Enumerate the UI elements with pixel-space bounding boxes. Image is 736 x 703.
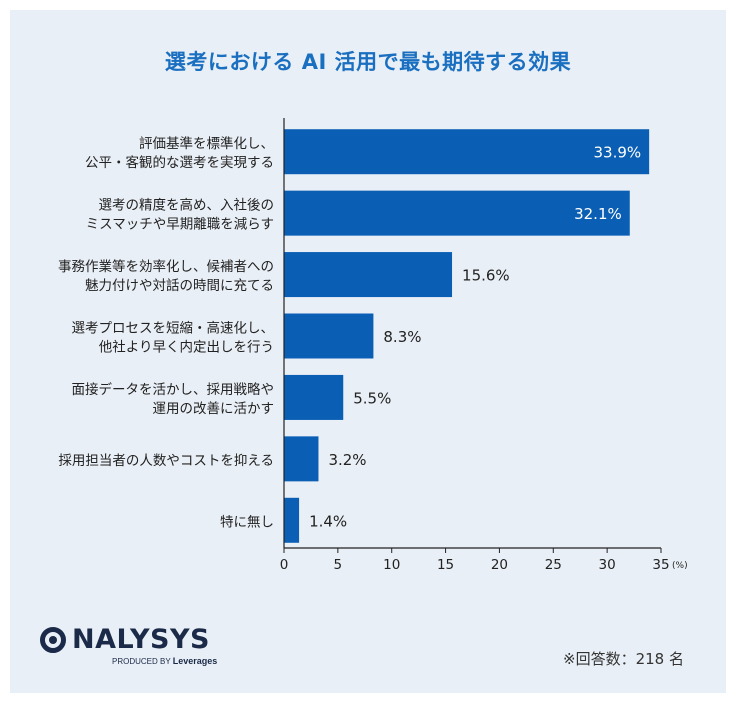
x-tick-label-10: 10 (383, 557, 400, 573)
nalysys-logo-icon (40, 626, 66, 653)
nalysys-logo: NALYSYS PRODUCED BY Leverages (40, 624, 217, 666)
value-label-4: 8.3% (383, 328, 421, 346)
x-tick-label-20: 20 (491, 557, 508, 573)
x-tick-label-35: 35 (652, 557, 669, 573)
category-label-1-line-1: 評価基準を標準化し、 (139, 135, 274, 152)
value-label-7: 1.4% (309, 512, 347, 530)
category-label-7-line-1: 特に無し (220, 514, 274, 530)
bar-5 (284, 374, 344, 420)
category-label-3-line-1: 事務作業等を効率化し、候補者への (58, 258, 274, 275)
x-tick-label-25: 25 (545, 557, 562, 573)
bar-6 (284, 436, 319, 482)
bar-1 (284, 129, 650, 175)
category-label-2-line-1: 選考の精度を高め、入社後の (99, 197, 275, 214)
respondent-count: ※回答数：218 名 (563, 650, 684, 668)
category-label-4-line-1: 選考プロセスを短縮・高速化し、 (72, 320, 275, 337)
value-label-3: 15.6% (462, 267, 510, 285)
category-label-1-line-2: 公平・客観的な選考を実現する (85, 154, 274, 171)
category-label-5-line-2: 運用の改善に活かす (153, 401, 275, 417)
category-label-3-line-2: 魅力付けや対話の時間に充てる (85, 277, 274, 294)
category-label-2-line-2: ミスマッチや早期離職を減らす (86, 216, 274, 233)
category-label-6-line-1: 採用担当者の人数やコストを抑える (58, 453, 274, 469)
bar-3 (284, 252, 453, 298)
bar-4 (284, 313, 374, 359)
bar-2 (284, 190, 630, 236)
value-label-2: 32.1% (574, 205, 622, 223)
logo-brand-text: NALYSYS (72, 624, 210, 655)
category-label-5-line-1: 面接データを活かし、採用戦略や (72, 381, 275, 398)
x-tick-label-0: 0 (280, 557, 289, 573)
value-label-5: 5.5% (353, 389, 391, 407)
x-tick-label-30: 30 (599, 557, 616, 573)
logo-produced-by: PRODUCED BY Leverages (112, 656, 218, 666)
x-axis-unit: (%) (672, 561, 688, 571)
value-label-6: 3.2% (328, 451, 366, 469)
x-tick-label-5: 5 (334, 557, 343, 573)
x-tick-label-15: 15 (437, 557, 454, 573)
chart-title: 選考における AI 活用で最も期待する効果 (164, 50, 572, 74)
bar-7 (284, 497, 300, 543)
value-label-1: 33.9% (593, 144, 641, 162)
category-label-4-line-2: 他社より早く内定出しを行う (99, 340, 274, 356)
